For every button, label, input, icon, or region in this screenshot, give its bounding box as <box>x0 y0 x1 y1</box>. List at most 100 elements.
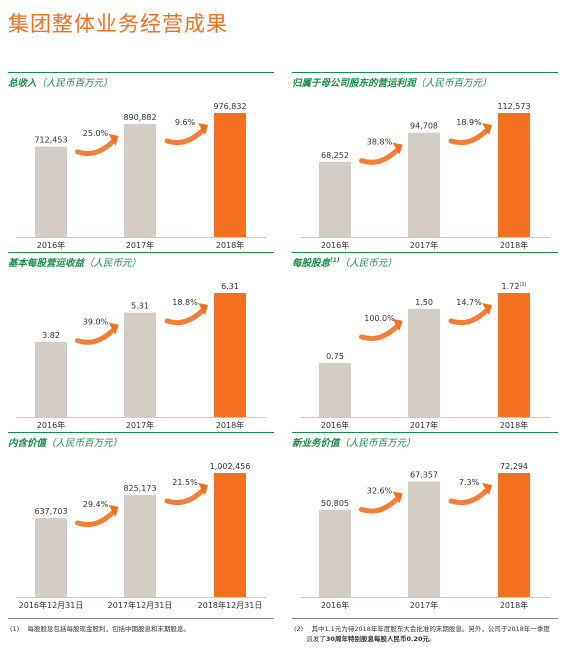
chart-title-text: 归属于母公司股东的营运利润 <box>292 78 416 89</box>
value-label-text-0: 3.82 <box>42 331 60 340</box>
bar-1 <box>124 494 156 597</box>
growth-arrow-shaft-1 <box>448 308 489 326</box>
growth-arrow-shaft-0 <box>75 139 115 157</box>
chart-unit: （人民币百万元） <box>415 78 492 89</box>
value-label-text-1: 825,173 <box>123 484 156 493</box>
category-label-2: 2018年 <box>500 420 528 430</box>
chart-unit: （人民币百万元） <box>36 78 113 89</box>
value-label-text-1: 5.31 <box>131 302 149 311</box>
chart-svg: 68,252 2016年 94,708 2017年 112,573 2018年 38.8% 1… <box>300 102 550 250</box>
chart-title-text: 总收入 <box>8 78 37 89</box>
growth-label-1: 9.6% <box>175 118 196 127</box>
footnote-2-text-line1: 其中1.1元为待2018年年度股东大会批准的末期股息。另外，公司于2018年一季… <box>311 625 550 633</box>
growth-arrow-shaft-0 <box>75 510 115 528</box>
growth-arrow-shaft-0 <box>359 148 399 165</box>
growth-label-0: 25.0% <box>83 129 109 138</box>
growth-label-0: 29.4% <box>83 500 109 509</box>
category-label-0: 2016年 <box>321 240 349 250</box>
value-label-0: 712,453 <box>34 136 67 145</box>
category-label-1: 2017年 <box>126 420 154 430</box>
value-label-text-0: 50,805 <box>321 499 349 508</box>
value-label-2: 6.31 <box>221 282 239 291</box>
value-label-text-0: 0.75 <box>326 352 344 361</box>
value-label-0: 637,703 <box>34 507 67 516</box>
value-label-1: 5.31 <box>131 302 149 311</box>
chart-title-text: 新业务价值 <box>292 438 340 449</box>
chart-title-text: 基本每股营运收益 <box>8 258 85 269</box>
growth-arrow-head-1 <box>198 303 208 315</box>
value-label-text-2: 6.31 <box>221 282 239 291</box>
footnote-2-text-line2b: 30周年特别股息每股人民币0.20元 <box>325 635 429 643</box>
bar-1 <box>124 123 156 237</box>
footnote-rule-left <box>8 618 274 619</box>
category-label-0: 2016年 <box>321 600 349 610</box>
chart-panel-embedded-value: 内含价值（人民币百万元） 637,703 2016年12月31日 825,173 201… <box>8 432 274 610</box>
bar-2 <box>498 473 530 597</box>
category-label-2: 2018年 <box>500 600 528 610</box>
chart-svg: 637,703 2016年12月31日 825,173 2017年12月31日 1,00… <box>16 462 266 610</box>
growth-label-1: 21.5% <box>172 478 198 487</box>
chart-panel-dividend-per-share: 每股股息(1)（人民币元） 0.75 2016年 1.50 2017年 1.72(2) 20… <box>292 252 558 430</box>
category-label-1: 2017年 <box>410 240 438 250</box>
panel-title-rule <box>8 72 274 73</box>
bar-1 <box>408 481 440 597</box>
bar-0 <box>319 362 351 417</box>
value-label-0: 0.75 <box>326 352 344 361</box>
footnote-2-number: (2) <box>294 625 304 633</box>
chart-unit: （人民币元） <box>339 258 397 269</box>
value-label-1: 67,357 <box>410 470 438 479</box>
bar-2 <box>498 293 530 417</box>
value-label-0: 68,252 <box>321 151 349 160</box>
value-label-2: 112,573 <box>497 102 530 111</box>
category-label-0: 2016年12月31日 <box>19 600 84 610</box>
growth-arrow-shaft-1 <box>164 308 205 326</box>
growth-arrow-head-1 <box>482 123 492 135</box>
growth-arrow-head-0 <box>392 491 403 504</box>
growth-arrow-head-0 <box>108 322 119 335</box>
growth-label-0: 32.6% <box>367 486 393 495</box>
footnote-1: (1) 每股股息包括每股现金股利，包括中期股息和末期股息。 <box>10 624 272 634</box>
value-label-text-2: 976,832 <box>213 102 246 111</box>
panel-title-rule <box>292 252 558 253</box>
category-label-2: 2018年 <box>500 240 528 250</box>
growth-label-0: 39.0% <box>83 318 109 327</box>
value-label-1: 1.50 <box>415 298 433 307</box>
chart-unit: （人民币百万元） <box>46 438 123 449</box>
bar-1 <box>408 308 440 417</box>
bar-0 <box>35 146 67 237</box>
category-label-0: 2016年 <box>37 240 65 250</box>
growth-arrow-shaft-1 <box>164 128 205 146</box>
value-label-text-0: 712,453 <box>34 136 67 145</box>
bar-1 <box>124 312 156 417</box>
growth-arrow-shaft-0 <box>75 328 115 345</box>
chart-title: 新业务价值（人民币百万元） <box>292 435 416 449</box>
category-label-0: 2016年 <box>37 420 65 430</box>
bar-0 <box>319 509 351 597</box>
chart-title: 总收入（人民币百万元） <box>8 75 113 89</box>
value-label-0: 3.82 <box>42 331 60 340</box>
chart-title-text: 每股股息 <box>292 258 331 269</box>
value-label-footnote-marker: (2) <box>519 282 526 288</box>
value-label-2: 1,002,456 <box>210 462 251 471</box>
chart-svg: 3.82 2016年 5.31 2017年 6.31 2018年 39.0% 18.8% <box>16 282 266 430</box>
value-label-1: 890,882 <box>123 113 156 122</box>
value-label-text-1: 94,708 <box>410 122 438 131</box>
value-label-1: 94,708 <box>410 122 438 131</box>
growth-label-1: 7.3% <box>459 478 480 487</box>
value-label-text-0: 68,252 <box>321 151 349 160</box>
growth-arrow-shaft-0 <box>359 496 399 514</box>
chart-title: 归属于母公司股东的营运利润（人民币百万元） <box>292 75 492 89</box>
footnote-2-text-line2a: 派发了 <box>306 635 326 643</box>
footnote-2: (2) 其中1.1元为待2018年年度股东大会批准的末期股息。另外，公司于201… <box>294 624 558 644</box>
growth-arrow-head-0 <box>392 142 403 155</box>
category-label-0: 2016年 <box>321 420 349 430</box>
value-label-2: 976,832 <box>213 102 246 111</box>
chart-svg: 712,453 2016年 890,882 2017年 976,832 2018年 25.0… <box>16 102 266 250</box>
value-label-text-1: 890,882 <box>123 113 156 122</box>
chart-panel-operating-profit: 归属于母公司股东的营运利润（人民币百万元） 68,252 2016年 94,708 20… <box>292 72 558 250</box>
category-label-1: 2017年 <box>126 240 154 250</box>
bar-0 <box>319 161 351 237</box>
value-label-0: 50,805 <box>321 499 349 508</box>
growth-arrow-head-0 <box>108 133 119 146</box>
chart-unit: （人民币百万元） <box>339 438 416 449</box>
